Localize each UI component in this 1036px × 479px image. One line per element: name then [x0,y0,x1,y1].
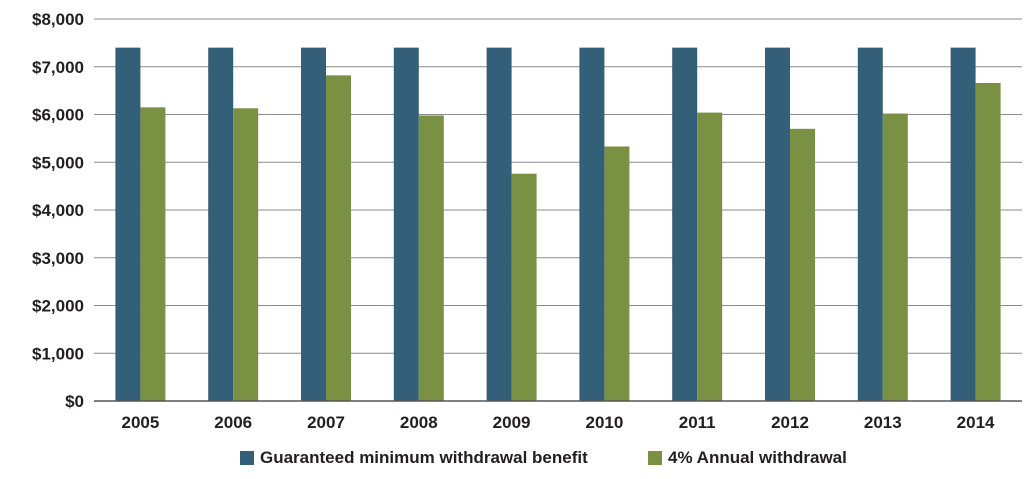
legend-label: 4% Annual withdrawal [668,448,847,467]
y-tick-label: $3,000 [32,249,84,268]
bar-annual-withdrawal-2012 [790,128,815,401]
y-tick-label: $6,000 [32,106,84,125]
bar-gmwb-2008 [393,47,419,402]
bar-gmwb-2009 [486,47,512,402]
x-tick-label: 2005 [121,413,159,432]
y-tick-label: $0 [65,392,84,411]
bar-annual-withdrawal-2008 [418,115,444,401]
x-tick-label: 2007 [307,413,345,432]
bar-annual-withdrawal-2013 [882,113,908,402]
legend: Guaranteed minimum withdrawal benefit 4% … [240,448,847,467]
legend-swatch [240,451,254,465]
y-tick-label: $5,000 [32,153,84,172]
bar-gmwb-2010 [579,47,605,402]
x-tick-label: 2013 [864,413,902,432]
x-tick-label: 2006 [214,413,252,432]
bar-gmwb-2006 [208,47,234,402]
x-tick-label: 2014 [957,413,995,432]
bar-annual-withdrawal-2009 [511,173,537,401]
x-tick-label: 2012 [771,413,809,432]
x-tick-label: 2009 [493,413,531,432]
y-tick-label: $1,000 [32,344,84,363]
x-tick-label: 2008 [400,413,438,432]
bar-gmwb-2011 [672,47,698,402]
y-tick-label: $4,000 [32,201,84,220]
bar-annual-withdrawal-2010 [604,146,630,401]
bar-gmwb-2012 [765,47,790,402]
bars [115,47,1001,402]
bar-annual-withdrawal-2014 [975,82,1001,402]
legend-swatch [648,451,662,465]
y-tick-label: $7,000 [32,58,84,77]
bar-gmwb-2014 [950,47,976,402]
x-tick-label: 2010 [585,413,623,432]
y-tick-label: $8,000 [32,10,84,29]
x-tick-label: 2011 [679,413,716,432]
legend-label: Guaranteed minimum withdrawal benefit [260,448,588,467]
bar-gmwb-2007 [301,47,326,402]
bar-gmwb-2013 [857,47,883,402]
bar-annual-withdrawal-2011 [697,112,723,401]
bar-annual-withdrawal-2007 [326,75,351,401]
bar-annual-withdrawal-2005 [140,107,166,402]
axes: $0 $1,000 $2,000 $3,000 $4,000 $5,000 $6,000 $7… [32,10,1022,432]
y-tick-label: $2,000 [32,297,84,316]
bar-gmwb-2005 [115,47,141,402]
bar-annual-withdrawal-2006 [233,108,259,401]
